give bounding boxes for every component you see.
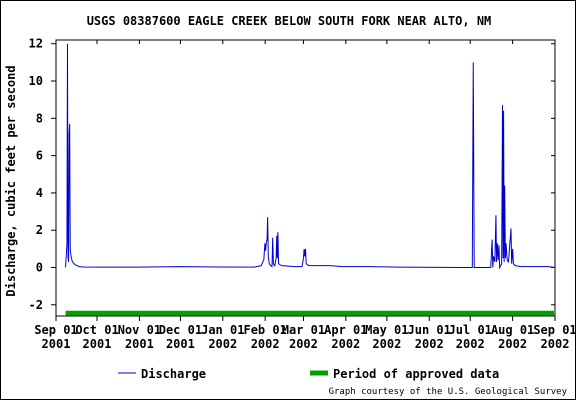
- x-tick-year-label: 2002: [251, 337, 280, 351]
- x-tick-month-label: May 01: [365, 323, 408, 337]
- x-tick-month-label: Nov 01: [118, 323, 161, 337]
- plot-area: [55, 39, 556, 317]
- x-tick-year-label: 2001: [83, 337, 112, 351]
- x-tick-month-label: Aug 01: [491, 323, 534, 337]
- y-axis-label: Discharge, cubic feet per second: [4, 65, 18, 296]
- legend: Discharge Period of approved data: [118, 367, 499, 381]
- x-tick-month-label: Sep 01: [34, 323, 77, 337]
- x-tick-year-label: 2001: [125, 337, 154, 351]
- y-tick-label: 6: [36, 149, 43, 163]
- y-tick-label: 0: [36, 261, 43, 275]
- chart-title: USGS 08387600 EAGLE CREEK BELOW SOUTH FO…: [87, 14, 492, 28]
- x-tick-month-label: Mar 01: [282, 323, 325, 337]
- y-tick-label: 12: [29, 37, 43, 51]
- y-tick-label: 10: [29, 74, 43, 88]
- series-layer: [65, 43, 556, 316]
- y-tick-label: 8: [36, 111, 43, 125]
- y-tick-label: 2: [36, 223, 43, 237]
- x-tick-month-label: Jul 01: [449, 323, 492, 337]
- graph-credit: Graph courtesy of the U.S. Geological Su…: [329, 387, 568, 397]
- x-tick-year-label: 2002: [456, 337, 485, 351]
- x-tick-year-label: 2001: [166, 337, 195, 351]
- x-tick-year-label: 2002: [331, 337, 360, 351]
- x-tick-month-label: Feb 01: [243, 323, 286, 337]
- x-tick-year-label: 2002: [415, 337, 444, 351]
- x-tick-year-label: 2002: [289, 337, 318, 351]
- y-axis-ticks: -2 0 2 4 6 8 10 12: [29, 37, 555, 312]
- x-tick-month-label: Dec 01: [159, 323, 202, 337]
- x-tick-month-label: Apr 01: [324, 323, 367, 337]
- x-tick-month-label: Sep 01: [533, 323, 575, 337]
- x-tick-month-label: Oct 01: [75, 323, 118, 337]
- y-tick-label: 4: [36, 186, 43, 200]
- legend-label-discharge: Discharge: [141, 367, 206, 381]
- x-tick-year-label: 2002: [541, 337, 570, 351]
- legend-label-approved: Period of approved data: [333, 367, 499, 381]
- discharge-series-line: [65, 43, 556, 270]
- y-tick-label: -2: [29, 298, 43, 312]
- x-tick-year-label: 2001: [42, 337, 71, 351]
- x-tick-month-label: Jun 01: [408, 323, 451, 337]
- x-tick-month-label: Jan 01: [201, 323, 244, 337]
- x-tick-year-label: 2002: [498, 337, 527, 351]
- x-tick-year-label: 2002: [208, 337, 237, 351]
- x-tick-year-label: 2002: [372, 337, 401, 351]
